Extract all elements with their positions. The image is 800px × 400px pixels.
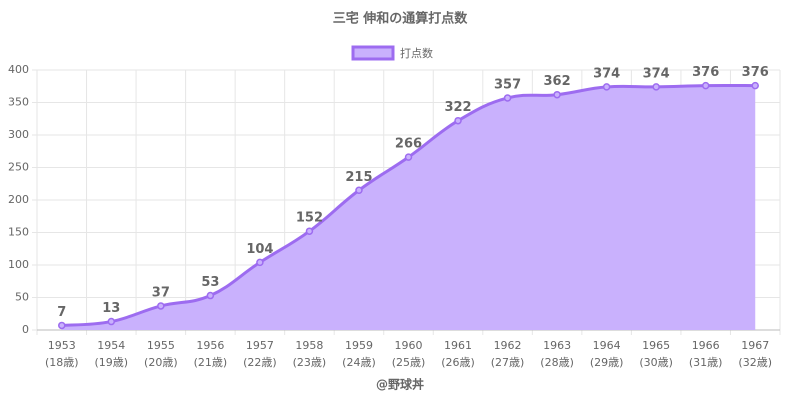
- point: [107, 317, 116, 326]
- data-label: 152: [296, 211, 323, 226]
- legend-swatch: [351, 45, 395, 61]
- x-tick-label: 1960: [395, 339, 423, 352]
- x-tick-sublabel: (24歳): [342, 356, 376, 369]
- point: [602, 83, 611, 91]
- data-label: 374: [643, 66, 670, 81]
- x-tick-label: 1962: [494, 339, 522, 352]
- point: [701, 81, 710, 90]
- y-tick-label: 50: [15, 291, 29, 304]
- data-label: 7: [57, 305, 66, 320]
- legend-label: 打点数: [400, 46, 433, 60]
- data-label: 53: [201, 275, 219, 290]
- point: [355, 186, 363, 194]
- x-tick-sublabel: (21歳): [194, 356, 228, 369]
- x-tick-sublabel: (18歳): [45, 356, 79, 369]
- data-label: 362: [544, 74, 571, 89]
- x-tick-sublabel: (19歳): [95, 356, 129, 369]
- x-tick-label: 1964: [593, 339, 621, 352]
- y-tick-label: 0: [22, 323, 29, 336]
- x-tick-label: 1966: [692, 339, 720, 352]
- x-tick-sublabel: (32歳): [738, 356, 772, 369]
- x-tick-label: 1958: [295, 339, 323, 352]
- x-tick-label: 1959: [345, 339, 373, 352]
- point: [157, 302, 165, 310]
- x-tick-sublabel: (26歳): [441, 356, 475, 369]
- x-tick-label: 1965: [642, 339, 670, 352]
- footer: @野球丼: [376, 377, 424, 392]
- x-tick-label: 1963: [543, 339, 571, 352]
- x-tick-sublabel: (28歳): [540, 356, 574, 369]
- x-tick-label: 1956: [196, 339, 224, 352]
- data-label: 357: [494, 77, 521, 92]
- y-tick-label: 300: [8, 128, 29, 141]
- data-label: 376: [692, 65, 719, 80]
- x-tick-label: 1955: [147, 339, 175, 352]
- x-tick-sublabel: (30歳): [639, 356, 673, 369]
- point: [404, 153, 413, 161]
- x-tick-sublabel: (29歳): [590, 356, 624, 369]
- y-tick-label: 100: [8, 258, 29, 271]
- x-tick-sublabel: (25歳): [392, 356, 426, 369]
- x-tick-sublabel: (31歳): [689, 356, 723, 369]
- y-tick-label: 250: [8, 161, 29, 174]
- x-tick-sublabel: (22歳): [243, 356, 277, 369]
- data-label: 374: [593, 66, 620, 81]
- y-tick-label: 200: [8, 193, 29, 206]
- x-tick-label: 1953: [48, 339, 76, 352]
- area-fill: [61, 85, 756, 331]
- point: [305, 227, 314, 235]
- x-tick-label: 1957: [246, 339, 274, 352]
- data-label: 266: [395, 137, 422, 152]
- point: [256, 258, 264, 267]
- x-tick-sublabel: (20歳): [144, 356, 178, 369]
- point: [553, 90, 561, 99]
- y-tick-label: 400: [8, 63, 29, 76]
- x-tick-sublabel: (27歳): [491, 356, 525, 369]
- point: [751, 81, 759, 90]
- data-label: 376: [742, 65, 769, 80]
- point: [454, 116, 462, 125]
- data-label: 13: [102, 301, 120, 316]
- y-tick-label: 350: [8, 96, 29, 109]
- data-label: 37: [152, 285, 170, 300]
- point: [652, 83, 660, 91]
- point: [503, 94, 512, 102]
- x-tick-label: 1967: [741, 339, 769, 352]
- data-label: 215: [345, 170, 372, 185]
- data-label: 104: [246, 242, 273, 257]
- x-tick-label: 1954: [97, 339, 125, 352]
- point: [206, 291, 215, 300]
- data-label: 322: [444, 100, 471, 115]
- x-tick-label: 1961: [444, 339, 472, 352]
- point: [58, 321, 66, 330]
- y-tick-label: 150: [8, 226, 29, 239]
- x-tick-sublabel: (23歳): [293, 356, 327, 369]
- chart-title: 三宅 伸和の通算打点数: [333, 11, 469, 27]
